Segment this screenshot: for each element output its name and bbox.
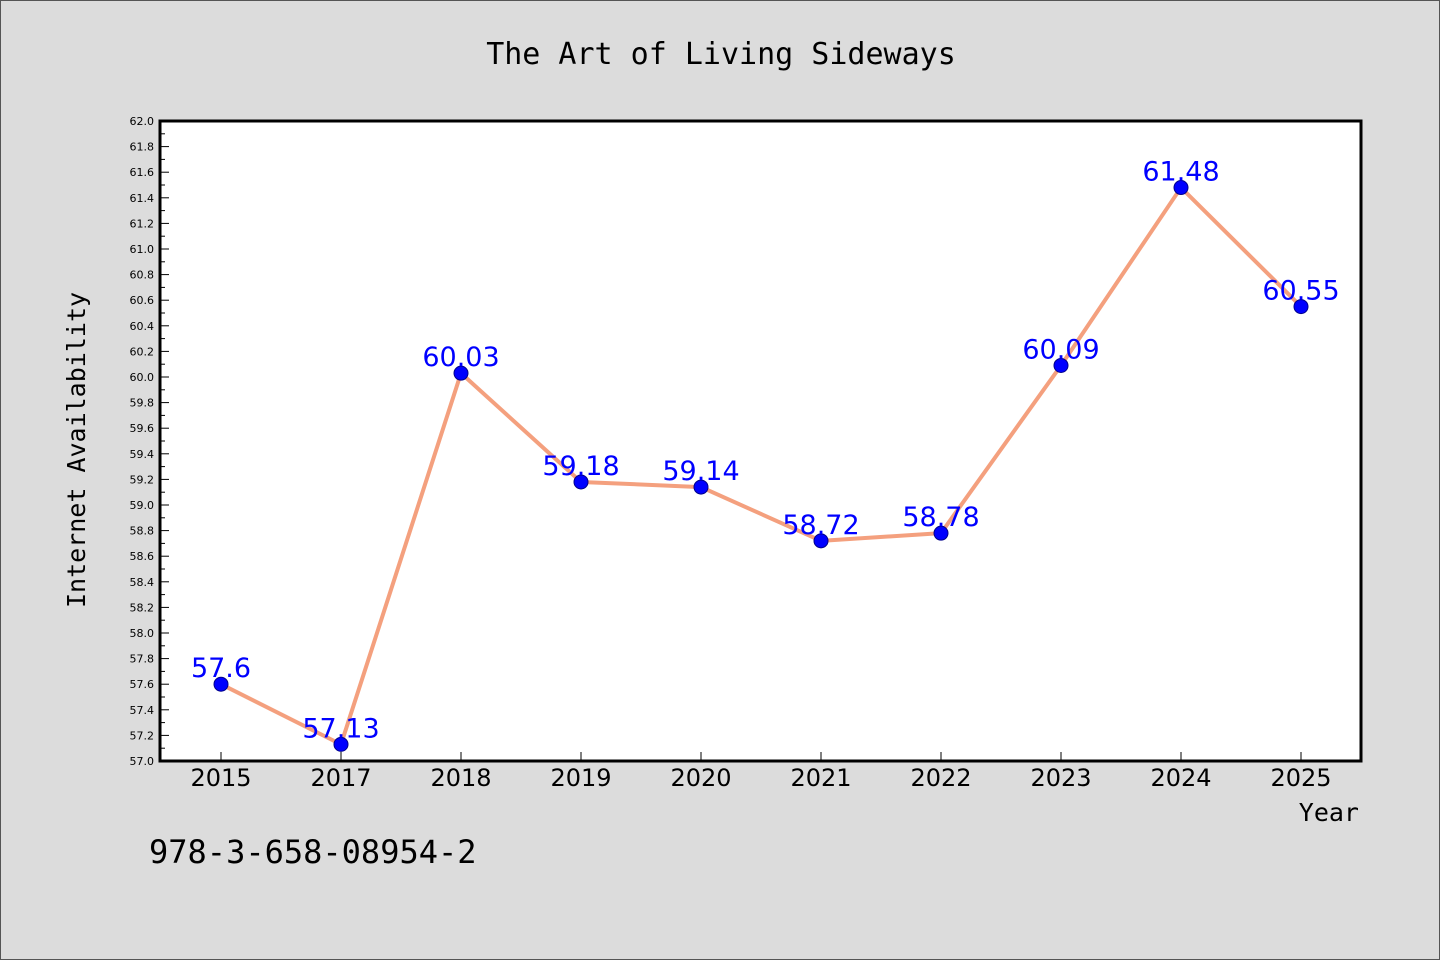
isbn-text: 978-3-658-08954-2 bbox=[149, 833, 477, 871]
y-tick-label: 59.2 bbox=[130, 473, 155, 486]
x-tick-label: 2024 bbox=[1150, 764, 1211, 792]
x-tick-label: 2025 bbox=[1270, 764, 1331, 792]
x-tick-label: 2021 bbox=[790, 764, 851, 792]
data-point bbox=[453, 365, 469, 381]
x-tick-label: 2015 bbox=[190, 764, 251, 792]
y-tick-label: 57.2 bbox=[130, 729, 155, 742]
data-label: 57.13 bbox=[302, 713, 379, 744]
data-label: 58.72 bbox=[782, 510, 859, 541]
x-axis-label: Year bbox=[1299, 798, 1359, 827]
data-label: 57.6 bbox=[191, 653, 251, 684]
y-tick-label: 62.0 bbox=[130, 115, 155, 128]
y-tick-label: 61.0 bbox=[130, 243, 155, 256]
y-tick-label: 59.4 bbox=[130, 448, 155, 461]
y-tick-label: 60.0 bbox=[130, 371, 155, 384]
data-point bbox=[573, 474, 589, 490]
data-point bbox=[1293, 299, 1309, 315]
data-labels-layer: 57.6 57.13 60.03 59.18 59.14 58.72 58.78 60.09 6… bbox=[191, 157, 1340, 745]
y-tick-label: 61.2 bbox=[130, 217, 155, 230]
y-axis: 57.0 57.2 57.4 57.6 57.8 58.0 58.2 58.4 58.6 58.8… bbox=[130, 115, 169, 768]
y-tick-label: 57.0 bbox=[130, 755, 155, 768]
plot-area bbox=[158, 119, 1363, 763]
x-tick-label: 2018 bbox=[430, 764, 491, 792]
y-tick-label: 59.6 bbox=[130, 422, 155, 435]
y-tick-label: 58.4 bbox=[130, 576, 155, 589]
y-tick-label: 57.4 bbox=[130, 704, 155, 717]
y-tick-label: 57.6 bbox=[130, 678, 155, 691]
x-tick-label: 2020 bbox=[670, 764, 731, 792]
series-line-layer bbox=[219, 185, 1303, 747]
y-tick-label: 59.8 bbox=[130, 397, 155, 410]
data-label: 59.14 bbox=[662, 456, 739, 487]
y-tick-label: 61.4 bbox=[130, 192, 155, 205]
y-tick-label: 58.6 bbox=[130, 550, 155, 563]
y-tick-label: 60.6 bbox=[130, 294, 155, 307]
data-point bbox=[933, 525, 949, 541]
x-tick-label: 2019 bbox=[550, 764, 611, 792]
x-tick-label: 2023 bbox=[1030, 764, 1091, 792]
data-point bbox=[1173, 180, 1189, 196]
data-label: 60.55 bbox=[1262, 276, 1339, 307]
y-tick-label: 59.0 bbox=[130, 499, 155, 512]
data-points-layer bbox=[213, 180, 1309, 752]
y-tick-label: 58.8 bbox=[130, 525, 155, 538]
y-tick-label: 58.2 bbox=[130, 601, 155, 614]
chart-title: The Art of Living Sideways bbox=[486, 37, 956, 72]
data-point bbox=[333, 736, 349, 752]
data-point bbox=[1053, 357, 1069, 373]
data-label: 58.78 bbox=[902, 502, 979, 533]
y-tick-label: 60.2 bbox=[130, 345, 155, 358]
y-tick-label: 58.0 bbox=[130, 627, 155, 640]
data-label: 60.09 bbox=[1022, 334, 1099, 365]
data-label: 61.48 bbox=[1142, 157, 1219, 188]
y-tick-label: 61.8 bbox=[130, 141, 155, 154]
y-tick-label: 60.8 bbox=[130, 269, 155, 282]
y-axis-label: Internet Availability bbox=[62, 292, 91, 608]
data-point bbox=[693, 479, 709, 495]
x-tick-label: 2017 bbox=[310, 764, 371, 792]
data-point bbox=[813, 533, 829, 549]
x-axis: 2015 2017 2018 2019 2020 2021 2022 2023 2024 2025 bbox=[190, 752, 1332, 792]
series-line bbox=[219, 185, 1303, 747]
y-tick-label: 60.4 bbox=[130, 320, 155, 333]
y-tick-label: 57.8 bbox=[130, 653, 155, 666]
x-tick-label: 2022 bbox=[910, 764, 971, 792]
data-label: 59.18 bbox=[542, 451, 619, 482]
data-point bbox=[213, 676, 229, 692]
y-tick-label: 61.6 bbox=[130, 166, 155, 179]
data-label: 60.03 bbox=[422, 342, 499, 373]
